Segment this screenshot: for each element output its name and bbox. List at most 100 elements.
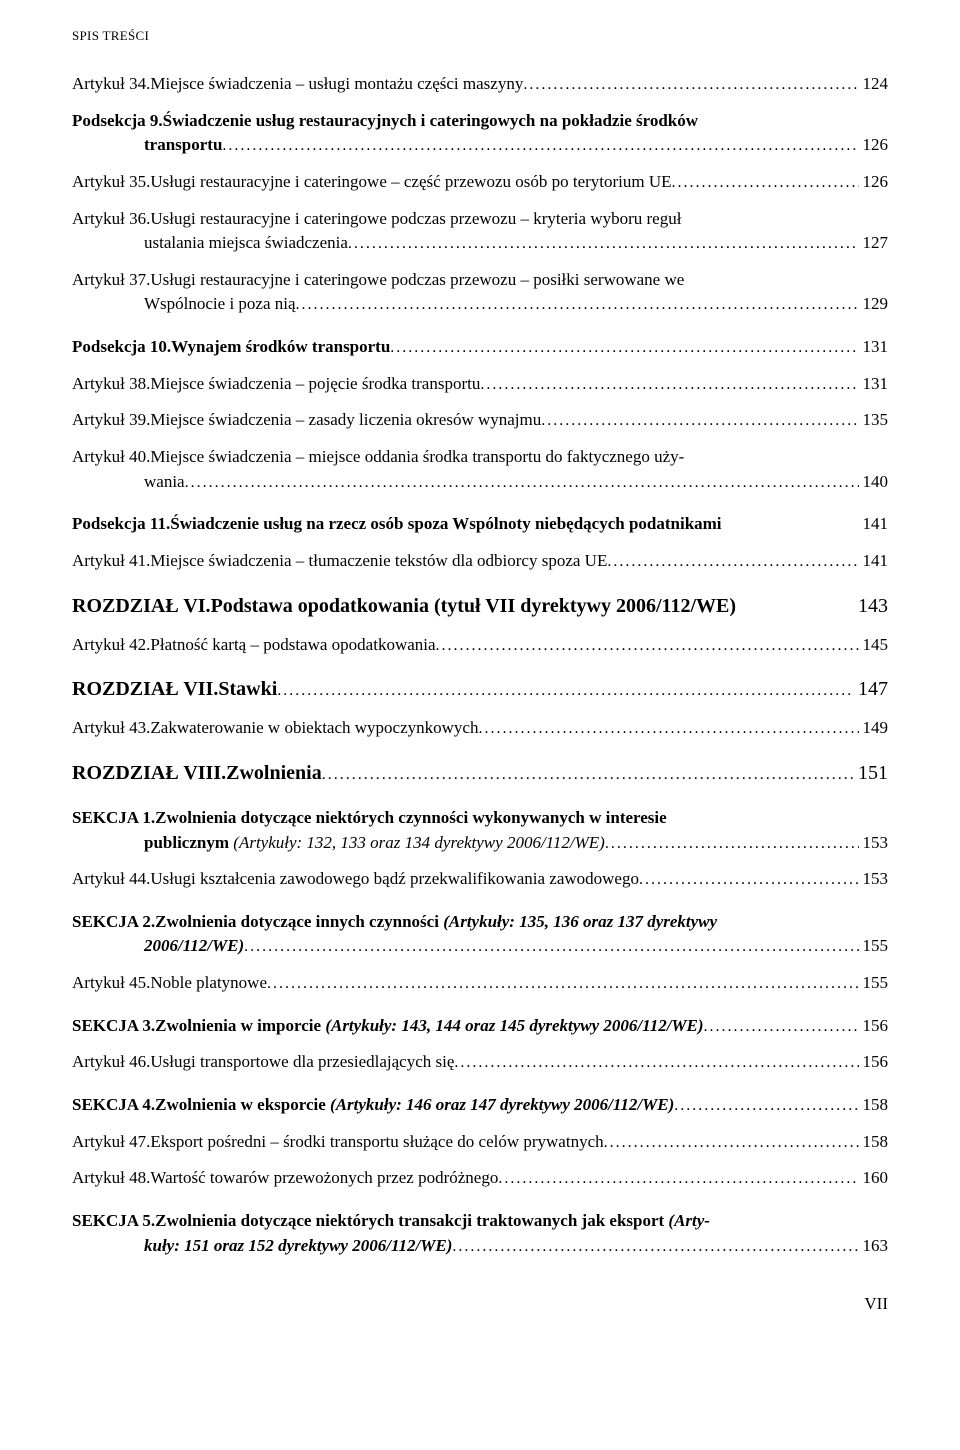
toc-leader-dots: ........................................…: [639, 868, 859, 891]
toc-entry: Artykuł 43. Zakwaterowanie w obiektach w…: [72, 716, 888, 741]
toc-entry-page: 126: [859, 170, 889, 195]
toc-entry-label: SEKCJA 2.: [72, 910, 155, 935]
toc-entry: SEKCJA 4. Zwolnienia w eksporcie (Artyku…: [72, 1093, 888, 1118]
toc-entry-title: Wartość towarów przewożonych przez podró…: [150, 1166, 498, 1191]
toc-entry-label: Podsekcja 11.: [72, 512, 170, 537]
toc-entry: Podsekcja 11. Świadczenie usług na rzecz…: [72, 512, 888, 537]
toc-entry: Artykuł 35. Usługi restauracyjne i cater…: [72, 170, 888, 195]
toc-entry-label: Artykuł 42.: [72, 633, 150, 658]
toc-entry-page: 158: [859, 1130, 889, 1155]
toc-entry: SEKCJA 3. Zwolnienia w imporcie (Artykuł…: [72, 1014, 888, 1039]
toc-entry-label: Artykuł 40.: [72, 445, 150, 470]
toc-entry-continuation: Wspólnocie i poza nią: [144, 292, 296, 317]
toc-leader-dots: ........................................…: [605, 832, 859, 855]
toc-entry-page: 145: [859, 633, 889, 658]
toc-leader-dots: ........................................…: [604, 1131, 859, 1154]
toc-entry: Podsekcja 10. Wynajem środków transportu…: [72, 335, 888, 360]
toc-entry-page: 135: [859, 408, 889, 433]
toc-entry-title: Stawki: [218, 675, 277, 704]
toc-entry: Artykuł 39. Miejsce świadczenia – zasady…: [72, 408, 888, 433]
toc-entry-continuation: kuły: 151 oraz 152 dyrektywy 2006/112/WE…: [144, 1234, 452, 1259]
toc-entry: Artykuł 47. Eksport pośredni – środki tr…: [72, 1130, 888, 1155]
toc-entry-title: Miejsce świadczenia – usługi montażu czę…: [150, 72, 523, 97]
toc-entry-title: Płatność kartą – podstawa opodatkowania: [150, 633, 435, 658]
toc-entry-label: Artykuł 48.: [72, 1166, 150, 1191]
toc-leader-dots: ........................................…: [541, 409, 858, 432]
toc-entry-title: Usługi restauracyjne i cateringowe podcz…: [150, 268, 684, 293]
toc-entry: ROZDZIAŁ VI. Podstawa opodatkowania (tyt…: [72, 592, 888, 621]
toc-entry-label: Artykuł 39.: [72, 408, 150, 433]
toc-entry: Artykuł 41. Miejsce świadczenia – tłumac…: [72, 549, 888, 574]
toc-entry-label: SEKCJA 3.: [72, 1014, 155, 1039]
toc-entry-label: Podsekcja 10.: [72, 335, 171, 360]
toc-leader-dots: ........................................…: [348, 232, 859, 255]
toc-entry: ROZDZIAŁ VIII. Zwolnienia...............…: [72, 759, 888, 788]
toc-entry-title: Zwolnienia: [226, 759, 322, 788]
toc-leader-dots: ........................................…: [322, 763, 854, 786]
table-of-contents: Artykuł 34. Miejsce świadczenia – usługi…: [72, 72, 888, 1258]
toc-entry-label: Podsekcja 9.: [72, 109, 163, 134]
toc-entry: Artykuł 37. Usługi restauracyjne i cater…: [72, 268, 888, 317]
toc-leader-dots: ........................................…: [478, 717, 858, 740]
toc-entry-page: 156: [859, 1014, 889, 1039]
toc-entry-page: 127: [859, 231, 889, 256]
toc-entry-page: 140: [859, 470, 889, 495]
toc-entry: ROZDZIAŁ VII. Stawki....................…: [72, 675, 888, 704]
toc-leader-dots: ........................................…: [704, 1015, 859, 1038]
toc-entry-page: 156: [859, 1050, 889, 1075]
toc-entry-title: Zwolnienia dotyczące niektórych transakc…: [155, 1209, 710, 1234]
toc-entry-title: Usługi restauracyjne i cateringowe – czę…: [150, 170, 671, 195]
toc-leader-dots: ........................................…: [222, 134, 858, 157]
toc-entry-page: 158: [859, 1093, 889, 1118]
toc-entry-page: 141: [859, 549, 889, 574]
toc-entry-label: Artykuł 45.: [72, 971, 150, 996]
toc-entry-label: Artykuł 46.: [72, 1050, 150, 1075]
toc-entry-title: Zwolnienia w imporcie (Artykuły: 143, 14…: [155, 1014, 703, 1039]
toc-entry-title: Wynajem środków transportu: [171, 335, 390, 360]
toc-entry-page: 126: [859, 133, 889, 158]
toc-leader-dots: ........................................…: [480, 373, 858, 396]
toc-entry-page: 153: [859, 831, 889, 856]
toc-leader-dots: ........................................…: [296, 293, 859, 316]
toc-leader-dots: ........................................…: [674, 1094, 858, 1117]
toc-entry-continuation: 2006/112/WE): [144, 934, 244, 959]
toc-entry-title: Noble platynowe: [150, 971, 267, 996]
toc-entry-label: ROZDZIAŁ VII.: [72, 675, 218, 704]
toc-entry-page: 149: [859, 716, 889, 741]
toc-entry-page: 131: [859, 335, 889, 360]
toc-leader-dots: ........................................…: [672, 171, 859, 194]
toc-entry-page: 151: [854, 759, 888, 788]
toc-entry-title: Zwolnienia w eksporcie (Artykuły: 146 or…: [155, 1093, 674, 1118]
toc-entry: Artykuł 34. Miejsce świadczenia – usługi…: [72, 72, 888, 97]
toc-leader-dots: ........................................…: [452, 1235, 858, 1258]
toc-entry-page: 155: [859, 934, 889, 959]
toc-entry: Artykuł 44. Usługi kształcenia zawodoweg…: [72, 867, 888, 892]
toc-entry-page: 163: [859, 1234, 889, 1259]
toc-entry-page: 153: [859, 867, 889, 892]
page-number-footer: VII: [72, 1294, 888, 1314]
toc-entry-label: ROZDZIAŁ VIII.: [72, 759, 226, 788]
toc-entry-label: Artykuł 47.: [72, 1130, 150, 1155]
toc-entry: Artykuł 42. Płatność kartą – podstawa op…: [72, 633, 888, 658]
toc-entry-title: Miejsce świadczenia – pojęcie środka tra…: [150, 372, 480, 397]
toc-entry-label: ROZDZIAŁ VI.: [72, 592, 211, 621]
toc-leader-dots: ........................................…: [267, 972, 859, 995]
toc-entry-continuation: publicznym (Artykuły: 132, 133 oraz 134 …: [144, 831, 605, 856]
toc-entry-label: SEKCJA 5.: [72, 1209, 155, 1234]
toc-entry-page: 147: [854, 675, 888, 704]
toc-entry-page: 131: [859, 372, 889, 397]
toc-entry-label: Artykuł 36.: [72, 207, 150, 232]
toc-entry: Artykuł 46. Usługi transportowe dla prze…: [72, 1050, 888, 1075]
running-header: SPIS TREŚCI: [72, 28, 888, 44]
toc-entry-title: Zakwaterowanie w obiektach wypoczynkowyc…: [150, 716, 478, 741]
toc-entry-label: Artykuł 38.: [72, 372, 150, 397]
toc-entry-title: Zwolnienia dotyczące innych czynności (A…: [155, 910, 717, 935]
toc-entry-title: Świadczenie usług restauracyjnych i cate…: [163, 109, 698, 134]
toc-entry-label: Artykuł 37.: [72, 268, 150, 293]
toc-entry-title: Usługi transportowe dla przesiedlających…: [150, 1050, 454, 1075]
toc-entry-title: Zwolnienia dotyczące niektórych czynnośc…: [155, 806, 667, 831]
toc-entry-label: SEKCJA 4.: [72, 1093, 155, 1118]
toc-entry: Podsekcja 9. Świadczenie usług restaurac…: [72, 109, 888, 158]
toc-entry: Artykuł 36. Usługi restauracyjne i cater…: [72, 207, 888, 256]
toc-entry: Artykuł 40. Miejsce świadczenia – miejsc…: [72, 445, 888, 494]
